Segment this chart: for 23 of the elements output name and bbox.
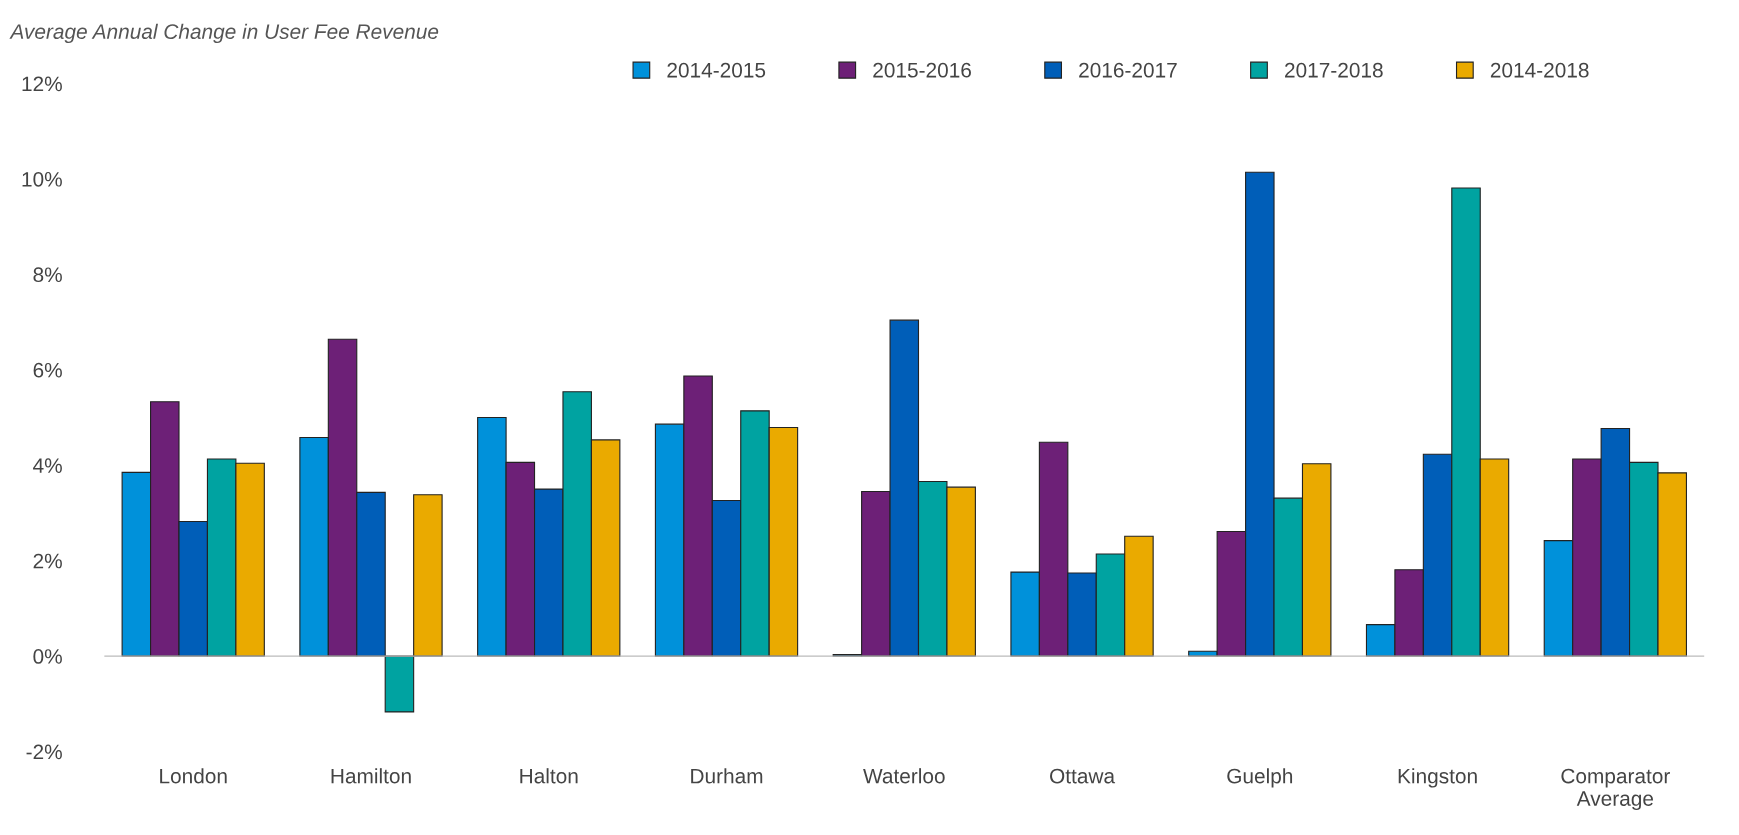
y-tick-label: 2% [33, 553, 62, 569]
legend-label: 2015-2016 [873, 62, 971, 78]
x-tick-label: Comparator Average [1561, 768, 1670, 811]
legend-label: 2016-2017 [1079, 62, 1177, 78]
y-tick-label: -2% [26, 744, 62, 760]
y-tick-label: 10% [22, 171, 62, 187]
x-tick-label: Kingston [1398, 768, 1477, 788]
x-tick-label: Ottawa [1050, 768, 1116, 784]
legend-label: 2014-2015 [667, 62, 766, 78]
y-tick-label: 0% [33, 649, 62, 664]
y-tick-label: 4% [33, 458, 62, 473]
x-tick-label: Durham [691, 768, 763, 784]
x-tick-label: Halton [520, 768, 578, 784]
x-tick-label: Guelph [1227, 768, 1293, 788]
x-tick-label: London [160, 768, 227, 784]
y-tick-label: 6% [33, 362, 62, 378]
legend-label: 2017-2018 [1285, 62, 1383, 78]
y-tick-label: 12% [22, 76, 62, 92]
chart-title: Average Annual Change in User Fee Revenue [9, 23, 439, 44]
y-tick-label: 8% [33, 267, 62, 283]
x-tick-label: Hamilton [331, 768, 411, 784]
x-tick-label: Waterloo [863, 768, 945, 784]
legend-label: 2014-2018 [1490, 62, 1589, 78]
